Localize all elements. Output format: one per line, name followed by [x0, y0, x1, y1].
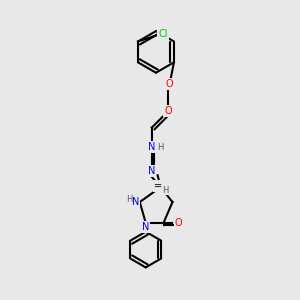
Text: N: N — [148, 142, 155, 152]
Text: H: H — [158, 142, 164, 152]
Text: H: H — [126, 194, 133, 203]
Text: O: O — [175, 218, 182, 228]
Text: N: N — [142, 222, 149, 232]
Text: N: N — [132, 197, 139, 207]
Text: O: O — [164, 106, 172, 116]
Text: =: = — [154, 181, 162, 191]
Text: Cl: Cl — [158, 29, 168, 39]
Text: H: H — [162, 186, 168, 195]
Text: O: O — [166, 79, 173, 89]
Text: N: N — [148, 166, 155, 176]
